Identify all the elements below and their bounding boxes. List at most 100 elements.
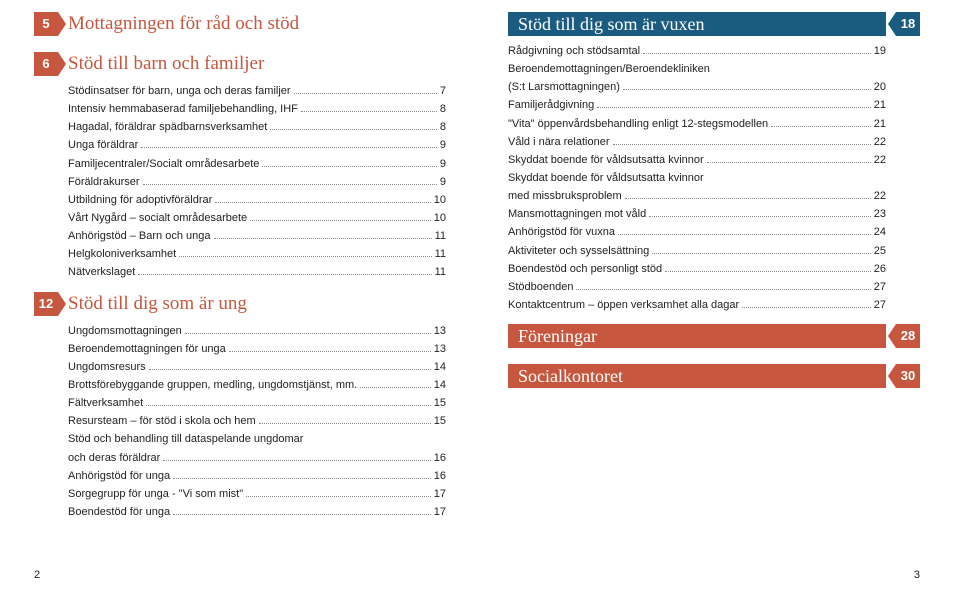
toc-entry: Beroendemottagningen/Beroendekliniken	[508, 60, 886, 78]
toc-entry-page: 27	[874, 296, 886, 314]
toc-leader-dots	[306, 434, 443, 443]
toc-entry-label: Boendestöd och personligt stöd	[508, 260, 662, 278]
toc-entry-page: 21	[874, 96, 886, 114]
toc-entry-label: "Vita" öppenvårdsbehandling enligt 12-st…	[508, 115, 768, 133]
section-title: Mottagningen för råd och stöd	[68, 13, 446, 35]
toc-leader-dots	[707, 172, 883, 181]
toc-entry-label: Föräldrakurser	[68, 173, 140, 191]
toc-entry-page: 17	[434, 503, 446, 521]
section-title: Socialkontoret	[508, 364, 886, 388]
toc-leader-dots	[613, 136, 871, 145]
toc-leader-dots	[250, 212, 431, 221]
toc-entry-label: Anhörigstöd för unga	[68, 467, 170, 485]
toc-entry-page: 19	[874, 42, 886, 60]
toc-entry-page: 7	[440, 82, 446, 100]
page-spread: 5Mottagningen för råd och stöd6Stöd till…	[0, 0, 960, 595]
toc-entry-label: Rådgivning och stödsamtal	[508, 42, 640, 60]
toc-entry-page: 8	[440, 118, 446, 136]
section-badge: 28	[896, 324, 920, 348]
toc-entry-label: Utbildning för adoptivföräldrar	[68, 191, 212, 209]
toc-entry-page: 21	[874, 115, 886, 133]
toc-entry-label: Fältverksamhet	[68, 394, 143, 412]
toc-entry-label: Helgkoloniverksamhet	[68, 245, 176, 263]
toc-entry-label: Unga föräldrar	[68, 136, 138, 154]
toc-entry-page: 13	[434, 322, 446, 340]
toc-leader-dots	[649, 208, 871, 217]
toc-leader-dots	[597, 100, 871, 109]
toc-entry-page: 22	[874, 151, 886, 169]
toc-entry: Stöd och behandling till dataspelande un…	[68, 430, 446, 448]
toc-entry: Aktiviteter och sysselsättning25	[508, 242, 886, 260]
toc-leader-dots	[742, 299, 871, 308]
toc-entry-label: Stödinsatser för barn, unga och deras fa…	[68, 82, 291, 100]
toc-entry-label: Skyddat boende för våldsutsatta kvinnor	[508, 151, 704, 169]
left-page: 5Mottagningen för råd och stöd6Stöd till…	[0, 0, 480, 595]
toc-leader-dots	[179, 248, 431, 257]
toc-entry: Nätverkslaget11	[68, 263, 446, 281]
toc-leader-dots	[173, 470, 431, 479]
toc-entry-label: Aktiviteter och sysselsättning	[508, 242, 649, 260]
toc-entry: och deras föräldrar16	[68, 449, 446, 467]
toc-entry: Stödinsatser för barn, unga och deras fa…	[68, 82, 446, 100]
toc-section-heading: 12Stöd till dig som är ung	[34, 292, 446, 316]
section-badge: 30	[896, 364, 920, 388]
toc-entry-label: Anhörigstöd – Barn och unga	[68, 227, 211, 245]
toc-entry-page: 11	[435, 245, 446, 263]
toc-entry-label: (S:t Larsmottagningen)	[508, 78, 620, 96]
toc-entry: Stödboenden27	[508, 278, 886, 296]
toc-entry: (S:t Larsmottagningen)20	[508, 78, 886, 96]
toc-entry-label: Hagadal, föräldrar spädbarnsverksamhet	[68, 118, 267, 136]
toc-entry: Kontaktcentrum – öppen verksamhet alla d…	[508, 296, 886, 314]
toc-leader-dots	[214, 230, 432, 239]
toc-entry: "Vita" öppenvårdsbehandling enligt 12-st…	[508, 115, 886, 133]
toc-entry-page: 9	[440, 173, 446, 191]
section-badge: 12	[34, 292, 58, 316]
toc-leader-dots	[665, 263, 871, 272]
toc-leader-dots	[301, 103, 437, 112]
toc-entry: Anhörigstöd – Barn och unga11	[68, 227, 446, 245]
toc-entry-label: Ungdomsresurs	[68, 358, 146, 376]
toc-entry-page: 11	[435, 263, 446, 281]
toc-leader-dots	[652, 245, 871, 254]
toc-leader-dots	[643, 45, 871, 54]
toc-entry-page: 23	[874, 205, 886, 223]
toc-leader-dots	[143, 176, 437, 185]
toc-entry: Unga föräldrar 9	[68, 136, 446, 154]
toc-entry-page: 26	[874, 260, 886, 278]
toc-leader-dots	[707, 154, 871, 163]
toc-entry: Fältverksamhet15	[68, 394, 446, 412]
toc-entry-label: Mansmottagningen mot våld	[508, 205, 646, 223]
toc-entry: Skyddat boende för våldsutsatta kvinnor 2…	[508, 151, 886, 169]
toc-leader-dots	[146, 397, 431, 406]
toc-entry-label: Brottsförebyggande gruppen, medling, ung…	[68, 376, 357, 394]
toc-entry: Skyddat boende för våldsutsatta kvinnor	[508, 169, 886, 187]
toc-entry-label: Stöd och behandling till dataspelande un…	[68, 430, 303, 448]
toc-entry: Anhörigstöd för vuxna24	[508, 223, 886, 241]
page-number-right: 3	[914, 569, 920, 581]
toc-entry-label: Boendestöd för unga	[68, 503, 170, 521]
toc-entry-page: 22	[874, 133, 886, 151]
section-title: Stöd till barn och familjer	[68, 53, 446, 75]
toc-leader-dots	[618, 227, 871, 236]
section-title: Föreningar	[508, 324, 886, 348]
toc-section-heading: 6Stöd till barn och familjer	[34, 52, 446, 76]
toc-entry: Helgkoloniverksamhet 11	[68, 245, 446, 263]
toc-entry-label: Kontaktcentrum – öppen verksamhet alla d…	[508, 296, 739, 314]
toc-leader-dots	[576, 281, 870, 290]
toc-entry-label: Ungdomsmottagningen	[68, 322, 182, 340]
toc-entry-page: 14	[434, 358, 446, 376]
toc-entry-page: 16	[434, 449, 446, 467]
toc-entry-page: 10	[434, 209, 446, 227]
toc-entry: Resursteam – för stöd i skola och hem15	[68, 412, 446, 430]
toc-entry-page: 27	[874, 278, 886, 296]
toc-entry-page: 9	[440, 136, 446, 154]
toc-entry-label: Intensiv hemmabaserad familjebehandling,…	[68, 100, 298, 118]
toc-entry-page: 16	[434, 467, 446, 485]
toc-entry-page: 9	[440, 155, 446, 173]
toc-entry-page: 17	[434, 485, 446, 503]
toc-leader-dots	[360, 379, 431, 388]
toc-entry-label: Beroendemottagningen/Beroendekliniken	[508, 60, 710, 78]
toc-entry: Sorgegrupp för unga - "Vi som mist"17	[68, 485, 446, 503]
toc-leader-dots	[625, 190, 871, 199]
toc-entry: med missbruksproblem22	[508, 187, 886, 205]
